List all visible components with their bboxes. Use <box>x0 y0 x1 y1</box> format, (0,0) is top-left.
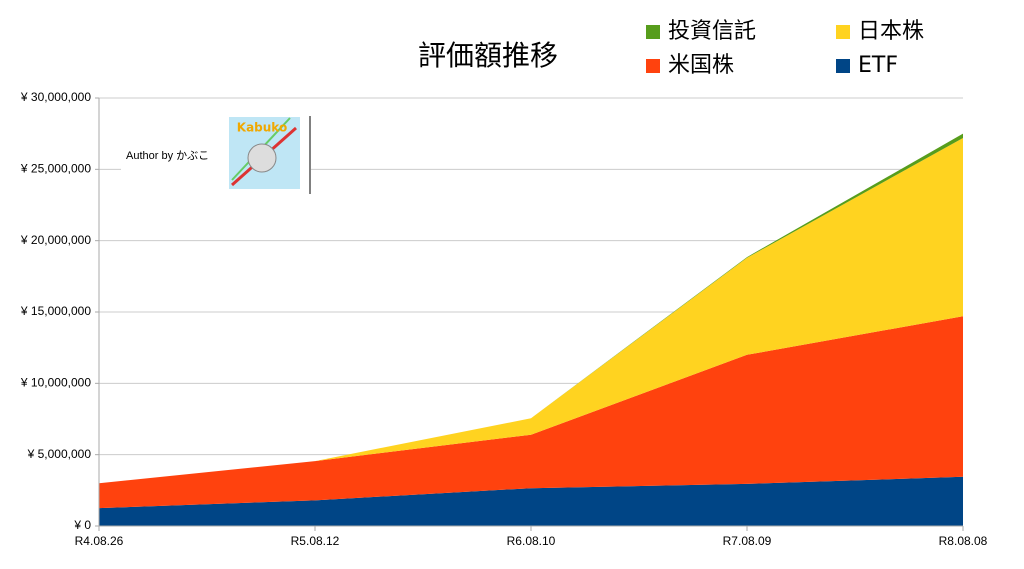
x-tick-label: R5.08.12 <box>291 534 340 548</box>
area <box>99 476 963 526</box>
author-badge: Author by かぶこ Kabuko <box>121 116 311 194</box>
chart-title: 評価額推移 <box>418 39 558 72</box>
legend-swatch <box>646 25 660 39</box>
x-tick-label: R4.08.26 <box>75 534 124 548</box>
area <box>99 137 963 484</box>
legend-label: 米国株 <box>668 53 734 78</box>
logo-cat <box>247 143 277 173</box>
author-text: Author by かぶこ <box>126 149 209 162</box>
legend-swatch <box>646 59 660 73</box>
legend-swatch <box>836 59 850 73</box>
y-tick-label: ¥ 15,000,000 <box>20 304 91 318</box>
area <box>99 316 963 509</box>
y-tick-label: ¥ 20,000,000 <box>20 233 91 247</box>
legend-label: 日本株 <box>858 19 924 44</box>
legend-label: ETF <box>858 53 898 78</box>
x-tick-label: R6.08.10 <box>507 534 556 548</box>
x-tick-label: R8.08.08 <box>939 534 988 548</box>
y-tick-label: ¥ 5,000,000 <box>27 447 92 461</box>
y-tick-label: ¥ 0 <box>73 518 91 532</box>
y-tick-label: ¥ 10,000,000 <box>20 376 91 390</box>
legend-swatch <box>836 25 850 39</box>
y-tick-label: ¥ 30,000,000 <box>20 90 91 104</box>
logo-text: Kabuko <box>237 121 287 135</box>
x-tick-label: R7.08.09 <box>723 534 772 548</box>
y-tick-label: ¥ 25,000,000 <box>20 162 91 176</box>
legend-label: 投資信託 <box>668 19 756 44</box>
